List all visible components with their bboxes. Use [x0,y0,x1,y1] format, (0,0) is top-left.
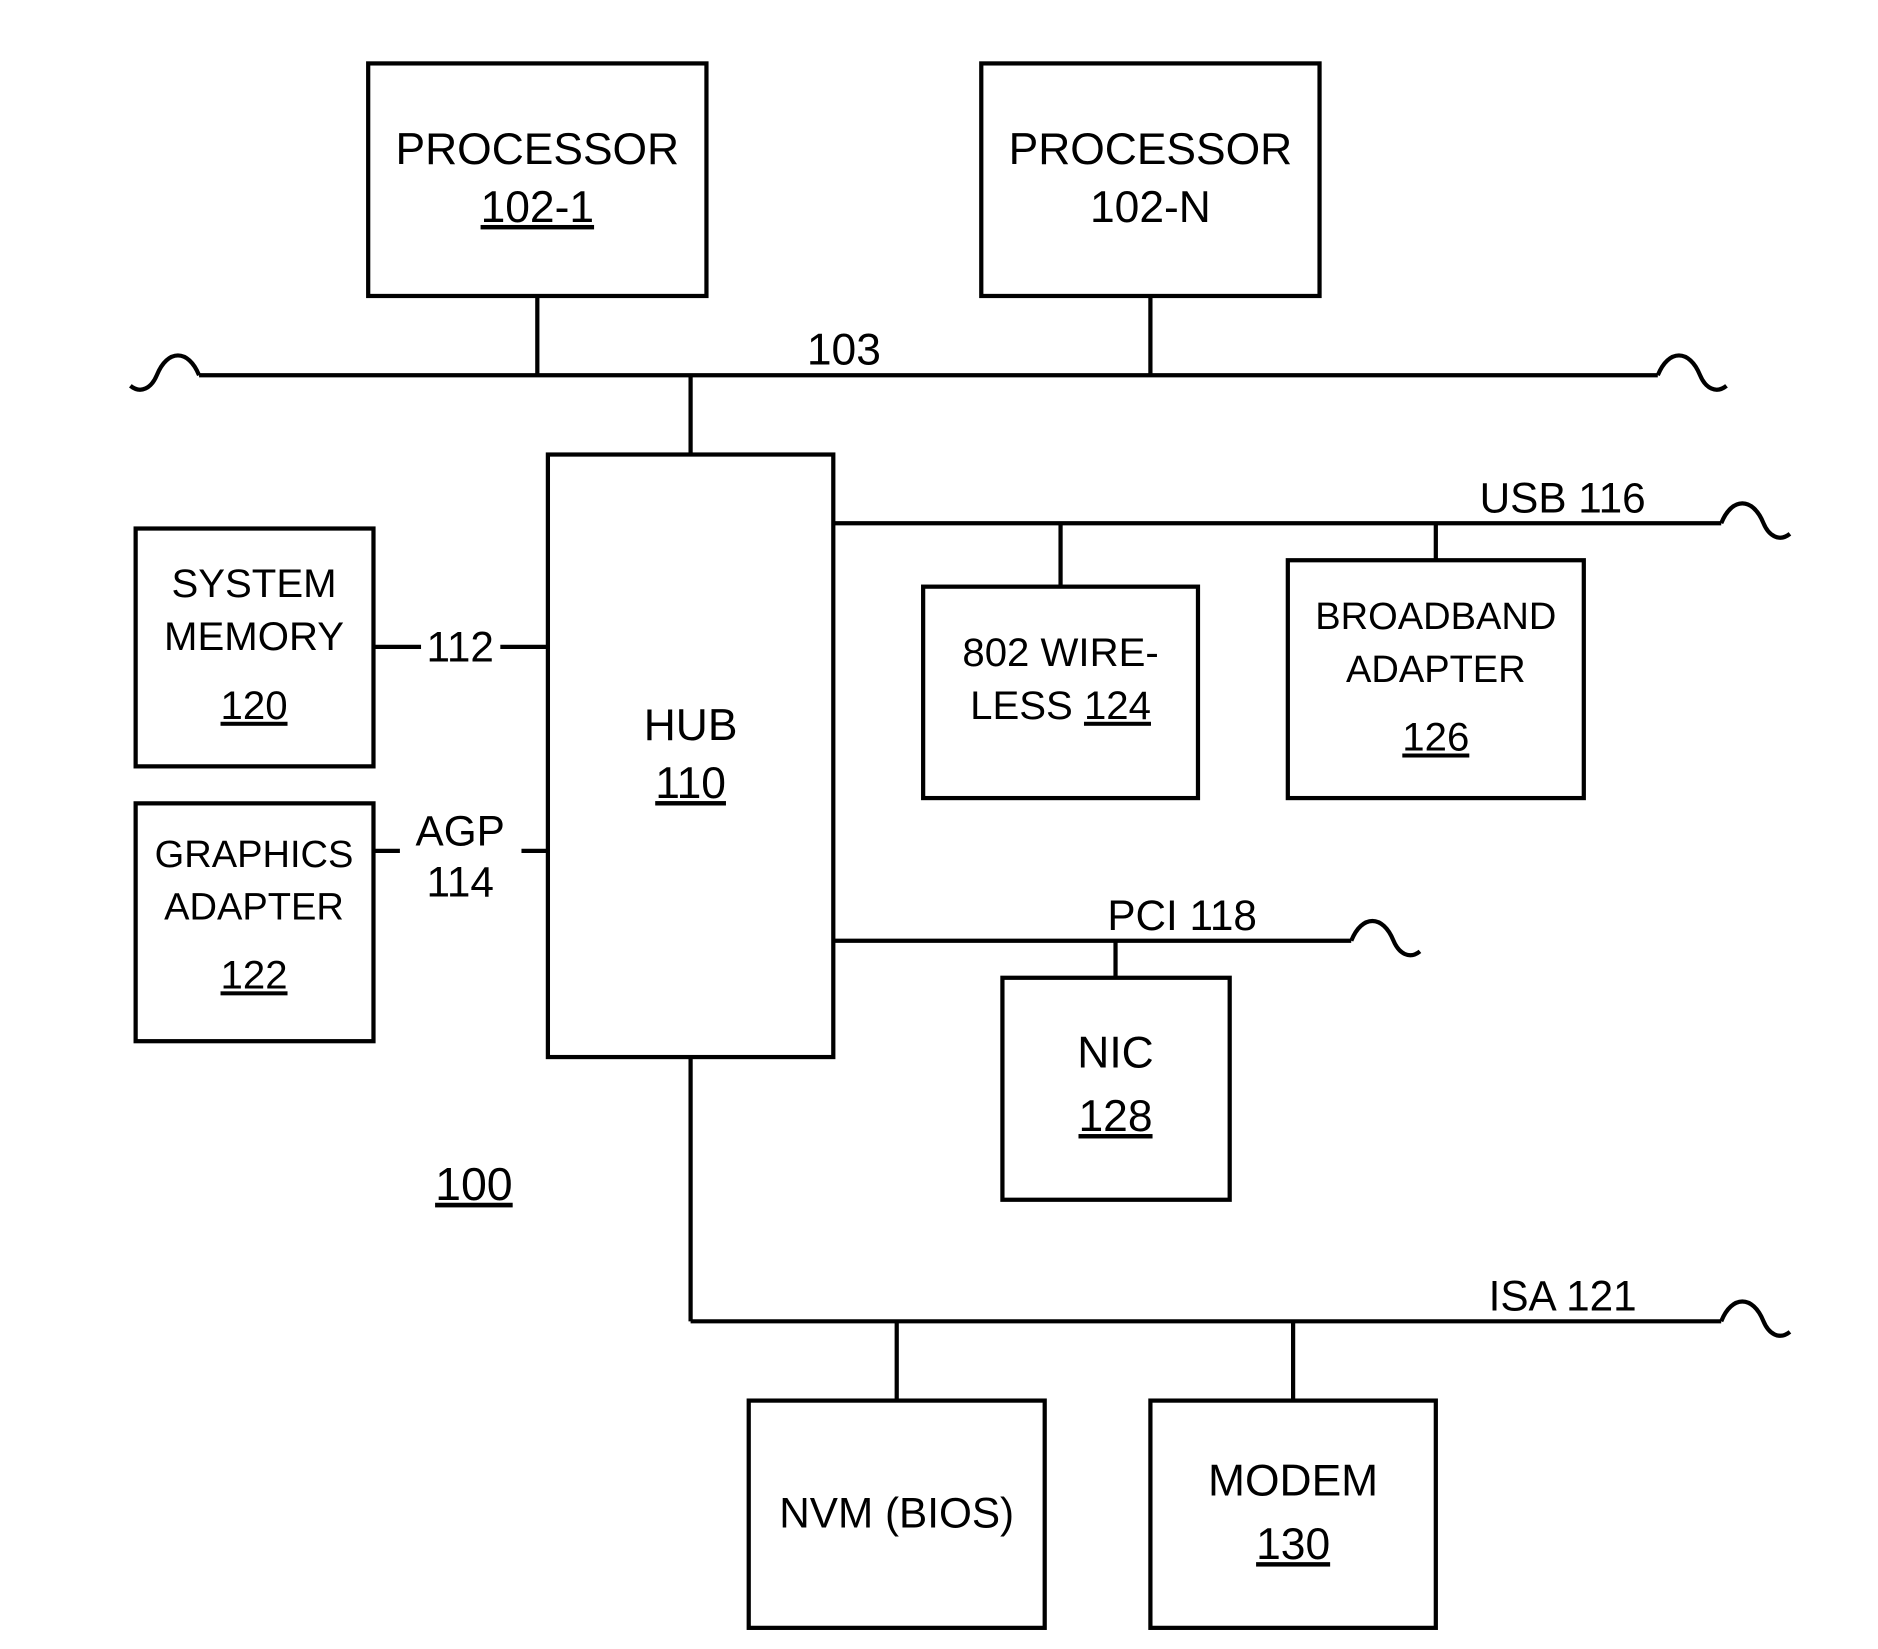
isa-bus-text: ISA 121 [1489,1273,1637,1320]
system-memory-ref: 120 [221,683,288,728]
broadband-label-l1: BROADBAND [1315,596,1556,638]
mem-bus-label: 112 [426,624,493,671]
graphics-adapter-ref: 122 [221,952,288,997]
system-memory-label-l2: MEMORY [164,614,344,659]
agp-bus-label: AGP [416,808,505,855]
fsb-label: 103 [807,326,881,375]
system-memory-label-l1: SYSTEM [171,561,336,606]
nic-box [1002,978,1229,1200]
processor-1-box [368,63,706,296]
nic-ref: 128 [1079,1092,1153,1141]
nic-label: NIC [1077,1029,1153,1078]
figure-ref: 100 [435,1158,513,1210]
fsb-tilde-right [1658,355,1727,389]
usb-tilde-right [1721,503,1790,537]
modem-ref: 130 [1256,1520,1330,1569]
nvm-label: NVM (BIOS) [779,1489,1014,1536]
usb-bus-text: USB 116 [1480,475,1646,522]
graphics-adapter-label-l2: ADAPTER [164,887,344,929]
processor-n-ref: 102-N [1090,183,1211,232]
system-architecture-diagram: PROCESSOR 102-1 PROCESSOR 102-N 103 HUB … [0,0,1878,1649]
modem-box [1150,1401,1435,1628]
agp-bus-ref: 114 [426,858,493,905]
wireless-label-l1: 802 WIRE- [962,630,1158,675]
isa-tilde-right [1721,1301,1790,1335]
broadband-ref: 126 [1402,715,1469,760]
hub-box [548,455,833,1058]
processor-1-ref: 102-1 [481,183,594,232]
hub-label: HUB [644,701,738,750]
graphics-adapter-label-l1: GRAPHICS [155,834,354,876]
processor-n-label: PROCESSOR [1009,125,1293,174]
processor-1-label: PROCESSOR [396,125,680,174]
processor-n-box [981,63,1319,296]
modem-label: MODEM [1208,1457,1378,1506]
fsb-tilde-left [130,355,199,389]
wireless-label-l2: LESS 124 [970,683,1151,728]
hub-ref: 110 [655,759,726,808]
pci-bus-text: PCI 118 [1107,892,1257,939]
pci-tilde-right [1351,921,1420,955]
broadband-label-l2: ADAPTER [1346,649,1526,691]
